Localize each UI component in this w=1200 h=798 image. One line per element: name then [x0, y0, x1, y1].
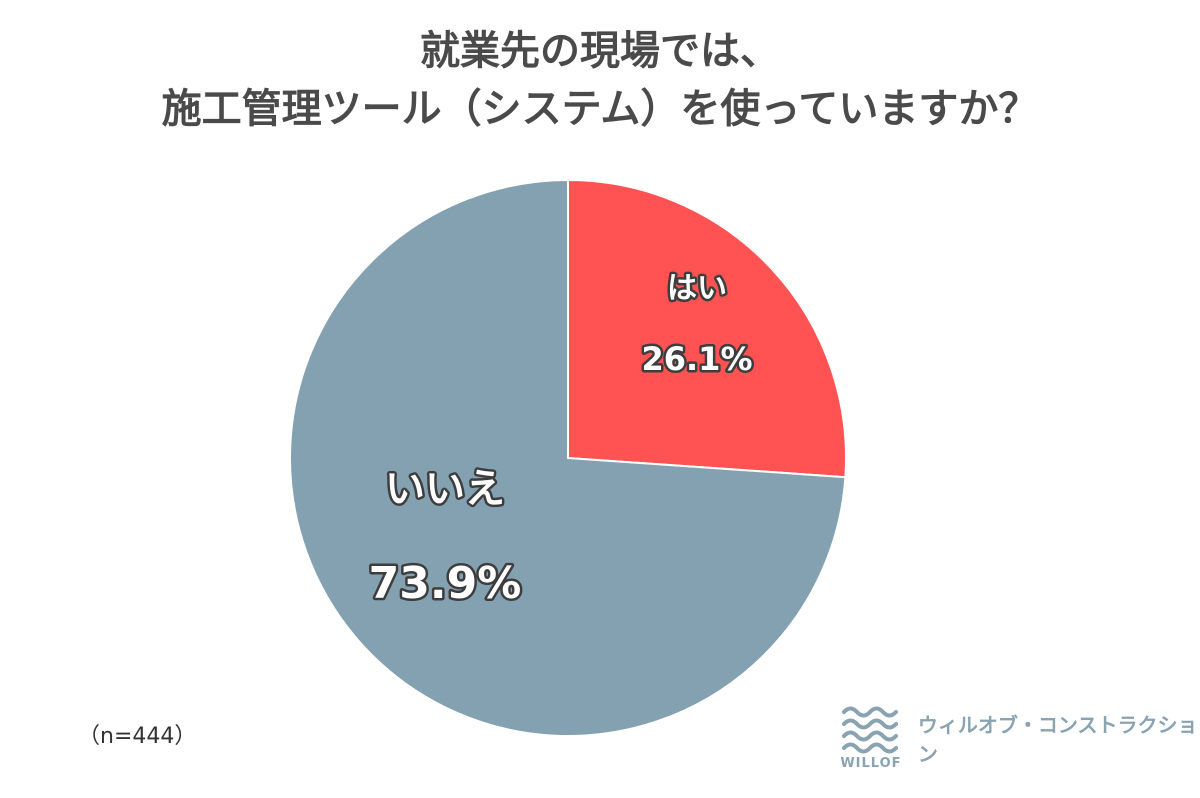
chart-title: 就業先の現場では、 施工管理ツール（システム）を使っていますか？ [0, 22, 1200, 138]
pie-slice-yes [567, 178, 847, 479]
sample-size-note: （n=444） [78, 724, 197, 749]
slice-value-no: 73.9% [369, 558, 522, 609]
logo-company-name: ウィルオブ・コンストラクション [917, 712, 1198, 766]
logo-mark: WILLOF [838, 704, 904, 771]
slice-label-yes: はい [667, 271, 727, 306]
slice-value-yes: 26.1% [641, 340, 752, 378]
logo-word: WILLOF [840, 756, 902, 771]
slice-label-no: いいえ [385, 466, 505, 512]
willof-logo: WILLOF ウィルオブ・コンストラクション [838, 704, 1200, 771]
chart-title-line-2: 施工管理ツール（システム）を使っていますか？ [161, 86, 1039, 132]
pie-slice-no [289, 178, 847, 737]
wave-logo-icon [841, 706, 898, 754]
chart-title-line-1: 就業先の現場では、 [420, 28, 780, 74]
